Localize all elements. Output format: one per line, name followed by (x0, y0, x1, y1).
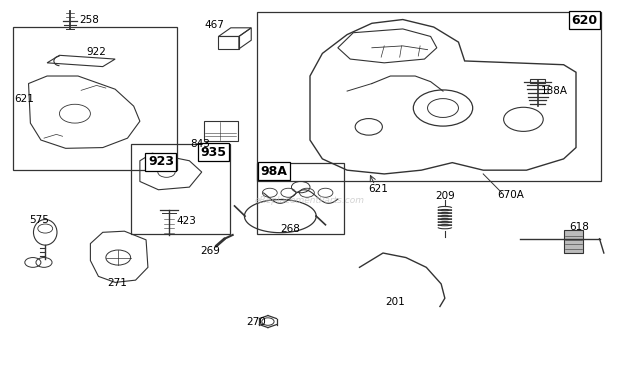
Text: 98A: 98A (260, 164, 288, 178)
Text: 423: 423 (176, 216, 196, 226)
Bar (257, 163, 344, 234)
Text: 271: 271 (107, 278, 127, 288)
Text: 843: 843 (190, 139, 210, 149)
Text: 621: 621 (14, 94, 34, 104)
Text: 935: 935 (200, 146, 226, 159)
Bar (131, 144, 229, 234)
Text: 270: 270 (246, 316, 266, 327)
Bar (530, 79, 545, 83)
Bar (13, 27, 177, 170)
Text: 268: 268 (280, 223, 300, 234)
Text: 258: 258 (79, 14, 99, 25)
Text: 269: 269 (200, 246, 219, 256)
Text: 201: 201 (386, 297, 405, 307)
Text: 467: 467 (204, 20, 224, 30)
Bar (203, 121, 237, 141)
Text: 922: 922 (87, 46, 107, 57)
Text: 188A: 188A (541, 86, 568, 96)
Bar (564, 230, 583, 253)
Text: 620: 620 (572, 14, 598, 27)
Text: 923: 923 (148, 155, 174, 168)
Text: 670A: 670A (498, 190, 525, 200)
Text: 618: 618 (569, 222, 589, 232)
Bar (257, 12, 601, 181)
Text: 575: 575 (29, 215, 49, 225)
Text: eReplacementParts.com: eReplacementParts.com (255, 196, 365, 205)
Text: 209: 209 (435, 191, 454, 201)
Text: 621: 621 (368, 184, 388, 194)
